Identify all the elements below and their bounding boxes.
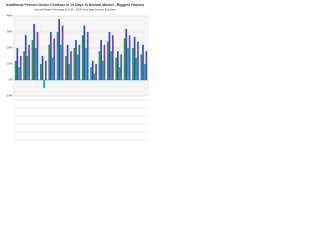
bar: [48, 44, 51, 80]
bar: [145, 51, 148, 80]
bar: [78, 44, 81, 80]
bar: [36, 32, 39, 80]
y-tick-label: -10%: [6, 94, 13, 98]
chart-title: Additional Percent Under Contract in 14 …: [6, 3, 144, 7]
y-tick-label: 0%: [8, 78, 13, 82]
bar: [103, 44, 106, 80]
bar: [75, 40, 77, 80]
bar: [117, 51, 119, 80]
bar: [120, 54, 123, 80]
bar: [108, 32, 111, 80]
y-tick-label: 10%: [7, 62, 13, 66]
bar: [61, 25, 64, 81]
chart: Additional Percent Under Contract in 14 …: [0, 0, 150, 150]
bar: [85, 48, 87, 80]
bar: [83, 25, 86, 81]
bar: [93, 73, 96, 80]
bar: [101, 60, 104, 80]
bar: [16, 48, 19, 80]
bar: [23, 51, 25, 80]
bar: [26, 56, 29, 80]
bar: [143, 64, 146, 80]
bar: [95, 64, 97, 80]
bar: [60, 44, 62, 80]
y-tick-label: 20%: [7, 46, 13, 50]
bar: [81, 35, 84, 80]
bar: [110, 51, 112, 80]
bar: [65, 56, 67, 80]
data-table: [14, 99, 148, 141]
bar: [98, 51, 101, 80]
bar: [132, 48, 134, 80]
bar: [140, 54, 143, 80]
bar: [39, 64, 42, 80]
bar: [56, 32, 59, 80]
bar: [31, 40, 34, 80]
bar: [68, 64, 71, 80]
bar: [86, 32, 89, 80]
bar: [44, 60, 47, 80]
bar: [135, 57, 138, 80]
y-tick-label: 30%: [7, 30, 13, 34]
bar: [70, 51, 72, 80]
bar: [18, 67, 20, 80]
bar: [43, 80, 45, 88]
bar: [53, 38, 56, 80]
bar: [123, 38, 126, 80]
bar: [133, 36, 136, 80]
bar: [91, 60, 94, 80]
bar: [125, 28, 128, 80]
bar: [73, 48, 76, 80]
bar: [19, 56, 22, 80]
bar: [33, 24, 35, 80]
bar: [58, 19, 61, 80]
bar: [137, 41, 139, 80]
bar: [14, 60, 17, 80]
bar: [76, 54, 79, 80]
bar: [142, 44, 144, 80]
bar: [106, 41, 109, 80]
bar: [24, 35, 27, 80]
bar: [28, 44, 30, 80]
bar: [115, 57, 118, 80]
bar: [41, 56, 44, 80]
bar: [90, 67, 92, 80]
bar: [51, 57, 54, 80]
y-tick-label: 40%: [7, 14, 13, 18]
bar: [100, 40, 102, 80]
bar: [118, 67, 121, 80]
bar: [66, 44, 69, 80]
bar: [111, 35, 114, 80]
bar: [34, 48, 37, 80]
chart-subtitle: Normal Market is average of 2016 - 2019,…: [34, 8, 116, 12]
bar: [128, 35, 131, 80]
bar: [50, 32, 52, 80]
bar: [127, 48, 129, 80]
